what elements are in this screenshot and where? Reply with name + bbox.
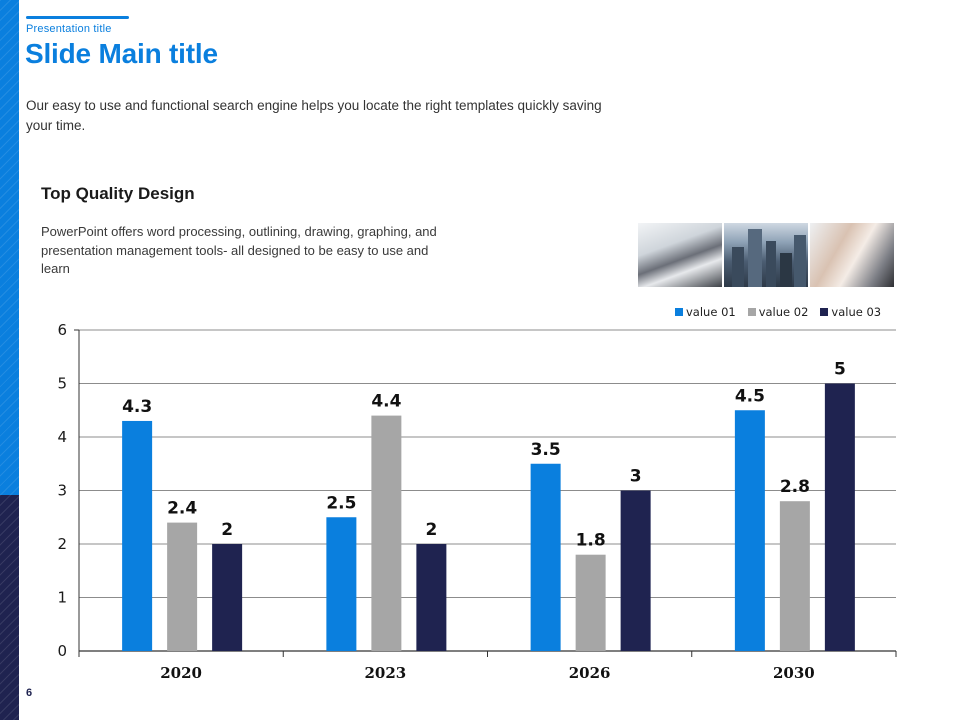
bar	[575, 554, 606, 651]
y-tick-label: 6	[57, 321, 67, 339]
sidebar-accent-navy	[0, 495, 19, 720]
bar	[326, 517, 357, 651]
bar	[122, 420, 153, 651]
chart-legend: value 01 value 02 value 03	[675, 305, 881, 319]
bar	[734, 410, 765, 651]
data-label: 2.8	[780, 477, 810, 497]
y-tick-label: 2	[57, 535, 67, 553]
business-team-photo	[638, 223, 722, 287]
x-tick-label: 2020	[160, 664, 202, 682]
data-label: 2.4	[167, 499, 197, 519]
bar	[620, 490, 651, 651]
legend-swatch-value-03	[820, 308, 829, 316]
data-label: 2	[221, 520, 233, 540]
data-label: 2.5	[326, 493, 356, 513]
bar	[416, 544, 447, 651]
legend-swatch-value-02	[747, 308, 756, 316]
bar	[779, 501, 810, 651]
bar	[371, 415, 402, 651]
bar	[167, 522, 198, 651]
legend-item-value-03: value 03	[820, 305, 881, 319]
bar	[824, 383, 855, 651]
city-skyline-photo	[724, 223, 808, 287]
bar-chart: 0 1 2 3 4 5 6 4.3 2.4 2 2020 2.5 4.4 2 2023 3.5 1.8 3 2026…	[57, 321, 897, 682]
legend-item-value-02: value 02	[747, 305, 809, 319]
photo-strip	[638, 223, 894, 287]
data-label: 2	[425, 520, 437, 540]
section-body: PowerPoint offers word processing, outli…	[41, 224, 437, 276]
applause-photo	[810, 223, 894, 287]
bar	[212, 544, 243, 651]
presentation-title: Presentation title	[26, 23, 112, 35]
legend-swatch-value-01	[675, 308, 683, 316]
page-number: 6	[26, 687, 33, 699]
data-label: 1.8	[576, 531, 606, 551]
data-label: 3.5	[531, 440, 561, 460]
data-label: 4.3	[122, 397, 152, 417]
data-label: 4.5	[735, 386, 765, 406]
y-tick-label: 1	[57, 589, 67, 607]
intro-text: Our easy to use and functional search en…	[26, 98, 602, 133]
data-label: 3	[630, 467, 642, 487]
legend-label: value 03	[831, 305, 882, 319]
section-title: Top Quality Design	[41, 184, 195, 203]
title-accent-bar	[26, 16, 129, 19]
slide-main-title: Slide Main title	[25, 38, 218, 69]
legend-label: value 01	[686, 305, 736, 319]
x-tick-label: 2023	[365, 664, 407, 682]
legend-item-value-01: value 01	[675, 305, 736, 319]
x-tick-label: 2026	[569, 664, 611, 682]
sidebar-accent-blue	[0, 0, 19, 495]
data-label: 4.4	[371, 392, 401, 412]
bar	[530, 463, 561, 651]
y-tick-label: 0	[57, 642, 67, 660]
y-tick-label: 4	[57, 428, 67, 446]
data-label: 5	[834, 360, 846, 380]
x-tick-label: 2030	[773, 664, 815, 682]
y-tick-label: 3	[57, 482, 67, 500]
y-tick-label: 5	[57, 375, 67, 393]
legend-label: value 02	[758, 305, 809, 319]
